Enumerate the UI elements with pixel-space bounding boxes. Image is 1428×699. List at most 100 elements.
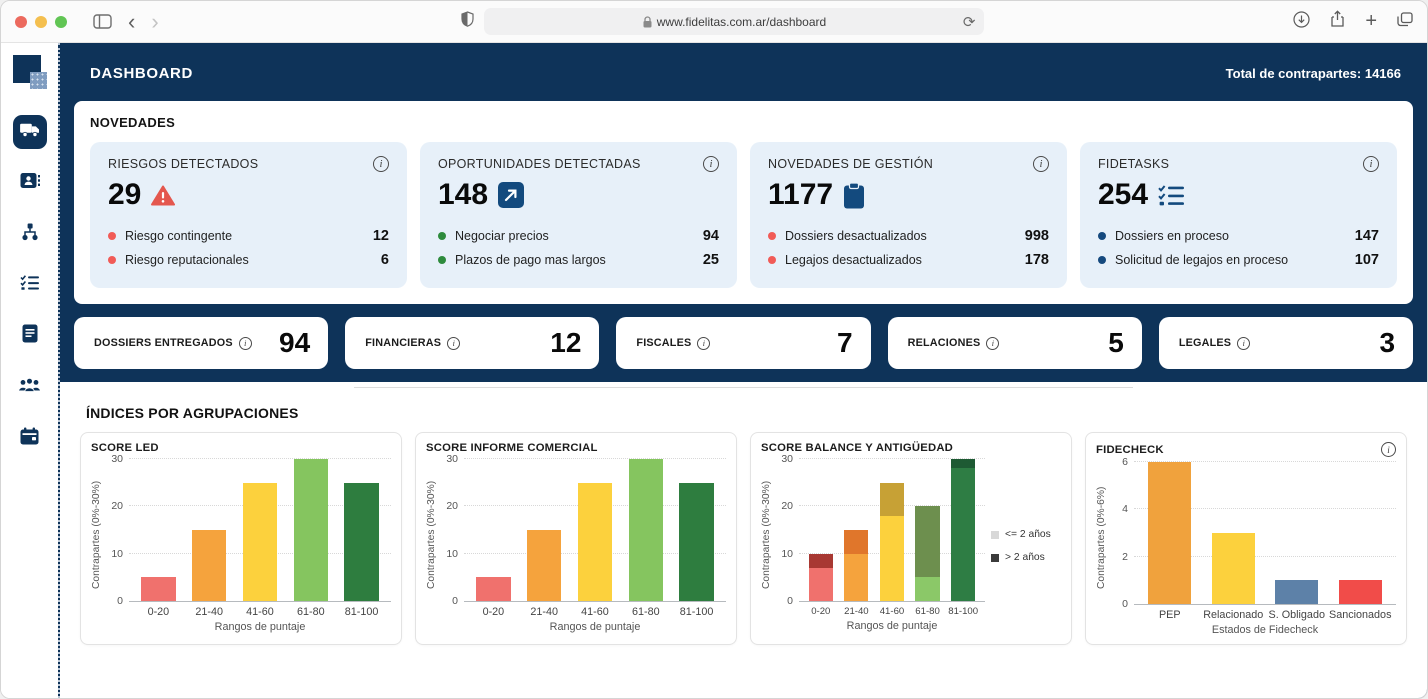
y-tick-label: 2 [1122,551,1128,563]
new-tab-icon[interactable]: + [1365,10,1377,33]
close-window-button[interactable] [15,16,27,28]
card-item: Legajos desactualizados 178 [768,248,1049,272]
bar-segment [880,516,904,601]
lock-icon [643,16,652,28]
info-icon[interactable]: i [373,156,389,172]
x-tick-label: 61-80 [285,606,336,618]
status-dot [108,232,116,240]
status-dot [1098,256,1106,264]
card-item-value: 6 [381,252,389,268]
sidebar-nav [13,115,47,455]
y-axis-label: Contrapartes (0%-30%) [761,460,772,610]
card-item: Riesgo reputacionales6 [108,248,389,272]
status-dot [108,256,116,264]
downloads-icon[interactable] [1293,11,1310,33]
back-icon[interactable]: ‹ [128,11,135,33]
sidebar-item-truck[interactable] [13,115,47,149]
card-item-label: Riesgo contingente [125,229,232,243]
chart-card: SCORE INFORME COMERCIALContrapartes (0%-… [415,432,737,645]
status-dot [438,256,446,264]
card-title: RIESGOS DETECTADOS [108,157,258,171]
chart-title: SCORE LED [91,442,159,454]
bar [880,483,904,601]
card-item-value: 178 [1025,252,1049,268]
share-icon[interactable] [1330,10,1345,33]
card-item-label: Dossiers en proceso [1115,229,1229,243]
card-value: 29 [108,178,141,212]
y-tick-label: 10 [111,548,123,560]
status-dot [768,256,776,264]
chip-label: LEGALES [1179,337,1231,349]
card-value: 254 [1098,178,1148,212]
card-item-label: Legajos desactualizados [785,253,922,267]
card-item: Negociar precios94 [438,224,719,248]
sidebar [1,43,58,698]
legend-label: <= 2 años [1005,529,1051,540]
x-tick-label: 81-100 [945,606,981,617]
info-icon[interactable]: i [1033,156,1049,172]
chip-value: 12 [550,327,581,359]
y-tick-label: 20 [111,500,123,512]
bar [679,483,714,601]
url-bar[interactable]: www.fidelitas.com.ar/dashboard ⟳ [484,8,984,35]
chart-plot: 0102030 [799,460,985,602]
card-item: Dossiers en proceso147 [1098,224,1379,248]
info-icon[interactable]: i [697,337,710,350]
reload-icon[interactable]: ⟳ [963,13,976,31]
y-axis-label: Contrapartes (0%-30%) [91,460,102,610]
chip-value: 7 [837,327,853,359]
stat-chip: RELACIONESi5 [888,317,1142,369]
bar [141,577,176,601]
traffic-lights [15,16,67,28]
y-tick-label: 0 [117,595,123,607]
bar [915,506,939,601]
info-icon[interactable]: i [1237,337,1250,350]
minimize-window-button[interactable] [35,16,47,28]
bar [476,577,511,601]
info-icon[interactable]: i [1363,156,1379,172]
indices-section: ÍNDICES POR AGRUPACIONES SCORE LEDContra… [60,382,1427,698]
chip-label: DOSSIERS ENTREGADOS [94,337,233,349]
chart-title: FIDECHECK [1096,444,1164,456]
card-title: OPORTUNIDADES DETECTADAS [438,157,641,171]
sidebar-item-checklist[interactable] [13,268,47,302]
card-item: Solicitud de legajos en proceso107 [1098,248,1379,272]
checklist-icon [20,274,40,296]
tab-overview-icon[interactable] [1397,12,1413,32]
bar [294,459,329,601]
info-icon[interactable]: i [703,156,719,172]
sidebar-item-contact-card[interactable] [13,166,47,200]
y-tick-label: 0 [1122,598,1128,610]
info-icon[interactable]: i [239,337,252,350]
bar-segment [844,530,868,554]
sidebar-item-hierarchy[interactable] [13,217,47,251]
bar-segment [880,483,904,516]
card-item-label: Solicitud de legajos en proceso [1115,253,1288,267]
info-icon[interactable]: i [447,337,460,350]
legend-item: > 2 años [991,552,1061,563]
x-tick-label: 61-80 [620,606,671,618]
x-axis-label: Rangos de puntaje [799,620,985,632]
bar-segment [951,468,975,601]
shield-icon[interactable] [461,11,474,32]
info-icon[interactable]: i [986,337,999,350]
x-tick-label: PEP [1138,609,1202,621]
forward-icon[interactable]: › [151,11,158,33]
card-item-label: Negociar precios [455,229,549,243]
sidebar-toggle-icon[interactable] [93,14,112,29]
zoom-window-button[interactable] [55,16,67,28]
sidebar-item-document[interactable] [13,319,47,353]
warning-triangle-icon [151,185,175,206]
novedades-card: RIESGOS DETECTADOSi29Riesgo contingente1… [90,142,407,288]
novedades-card: FIDETASKSi254Dossiers en proceso147Solic… [1080,142,1397,288]
sidebar-item-calendar[interactable] [13,421,47,455]
calendar-icon [20,427,39,450]
legend-item: <= 2 años [991,529,1061,540]
bar [243,483,278,601]
browser-window: ‹ › www.fidelitas.com.ar/dashboard ⟳ + [0,0,1428,699]
info-icon[interactable]: i [1381,442,1396,457]
sidebar-item-people[interactable] [13,370,47,404]
x-tick-label: S. Obligado [1265,609,1329,621]
bar-segment [915,577,939,601]
x-axis-label: Estados de Fidecheck [1134,624,1396,636]
